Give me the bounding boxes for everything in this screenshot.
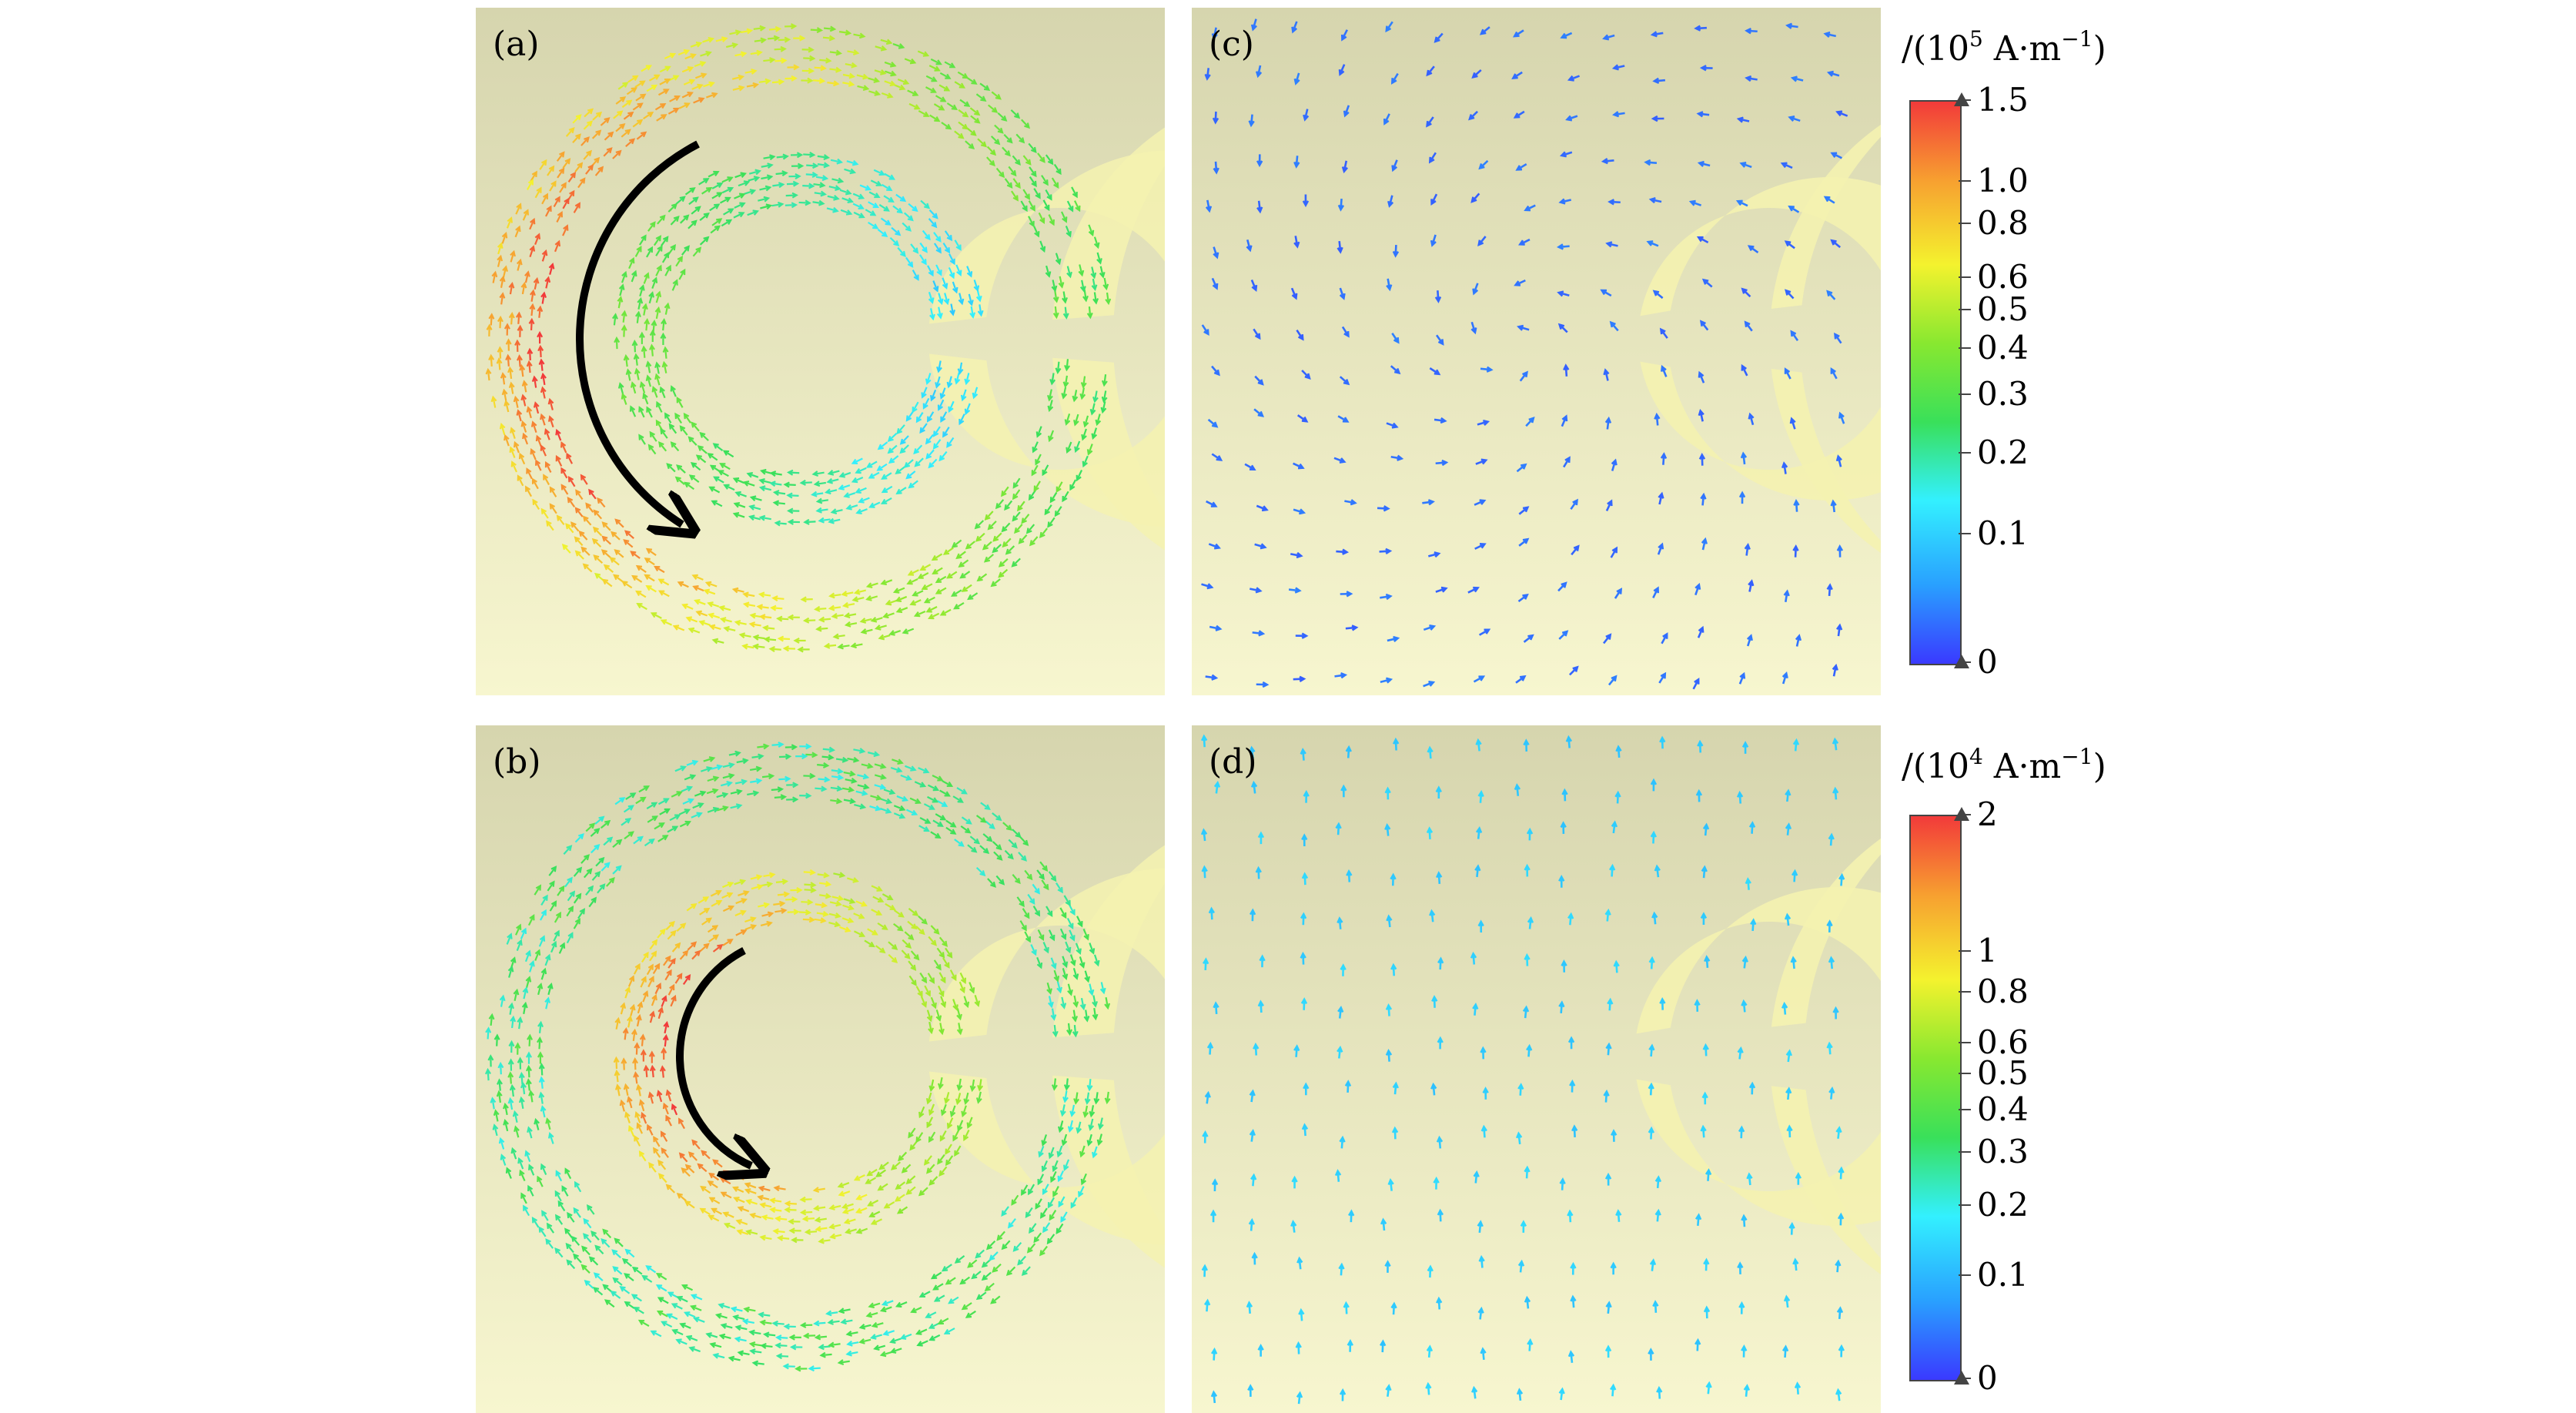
- panel-d-plot: [1192, 725, 1881, 1413]
- panel-b-plot: [476, 725, 1165, 1413]
- colorbar-tick-label: 0.3: [1977, 1136, 2029, 1168]
- colorbar-max-marker: [1954, 92, 1969, 106]
- colorbar-tick-label: 0.2: [1977, 1189, 2029, 1221]
- panel-b: (b): [476, 725, 1165, 1413]
- colorbar-tick-label: 0.4: [1977, 1093, 2029, 1126]
- colorbar-tick: [1959, 1204, 1971, 1206]
- colorbar-tick-label: 0: [1977, 646, 1998, 678]
- colorbar-tick-label: 0.5: [1977, 1057, 2029, 1090]
- colorbar-bottom-title: /(104 A·m−1): [1902, 747, 2106, 786]
- colorbar-tick: [1959, 223, 1971, 224]
- colorbar-bottom: [1909, 815, 1962, 1381]
- colorbar-tick: [1959, 1073, 1971, 1074]
- colorbar-tick-label: 0.6: [1977, 261, 2029, 293]
- colorbar-top: [1909, 100, 1962, 665]
- panel-background: [1192, 725, 1881, 1413]
- colorbar-tick-label: 0.1: [1977, 1259, 2029, 1291]
- colorbar-tick-label: 0.8: [1977, 976, 2029, 1008]
- panel-c-plot: [1192, 8, 1881, 695]
- panel-d-label: (d): [1209, 742, 1257, 782]
- colorbar-tick: [1959, 950, 1971, 952]
- colorbar-tick: [1959, 991, 1971, 993]
- colorbar-tick: [1959, 180, 1971, 182]
- colorbar-tick-label: 0.8: [1977, 207, 2029, 239]
- colorbar-tick-label: 0: [1977, 1362, 1998, 1395]
- colorbar-tick-label: 1.5: [1977, 84, 2029, 116]
- panel-c-label: (c): [1209, 25, 1254, 64]
- colorbar-tick: [1959, 393, 1971, 395]
- colorbar-tick: [1959, 1109, 1971, 1110]
- panel-c: (c): [1192, 8, 1881, 695]
- colorbar-tick-label: 2: [1977, 799, 1998, 831]
- panel-a: (a): [476, 8, 1165, 695]
- colorbar-tick-label: 1: [1977, 935, 1998, 967]
- colorbar-max-marker: [1954, 807, 1969, 821]
- colorbar-tick-label: 0.5: [1977, 293, 2029, 326]
- colorbar-tick-label: 0.4: [1977, 332, 2029, 364]
- colorbar-top-title: /(105 A·m−1): [1902, 29, 2106, 69]
- colorbar-tick: [1959, 533, 1971, 534]
- colorbar-tick: [1959, 452, 1971, 454]
- panel-d: (d): [1192, 725, 1881, 1413]
- colorbar-tick-label: 0.3: [1977, 378, 2029, 410]
- panel-a-label: (a): [493, 25, 540, 64]
- colorbar-tick-label: 0.2: [1977, 437, 2029, 469]
- panel-a-plot: [476, 8, 1165, 695]
- colorbar-tick: [1959, 1042, 1971, 1043]
- colorbar-tick: [1959, 1151, 1971, 1153]
- colorbar-tick: [1959, 309, 1971, 310]
- colorbar-tick-label: 0.1: [1977, 517, 2029, 550]
- colorbar-min-marker: [1954, 1371, 1969, 1385]
- panel-b-label: (b): [493, 742, 541, 782]
- colorbar-tick-label: 1.0: [1977, 165, 2029, 197]
- colorbar-tick: [1959, 1274, 1971, 1276]
- colorbar-tick: [1959, 347, 1971, 349]
- colorbar-tick: [1959, 276, 1971, 278]
- colorbar-min-marker: [1954, 655, 1969, 668]
- panel-background: [476, 725, 1165, 1413]
